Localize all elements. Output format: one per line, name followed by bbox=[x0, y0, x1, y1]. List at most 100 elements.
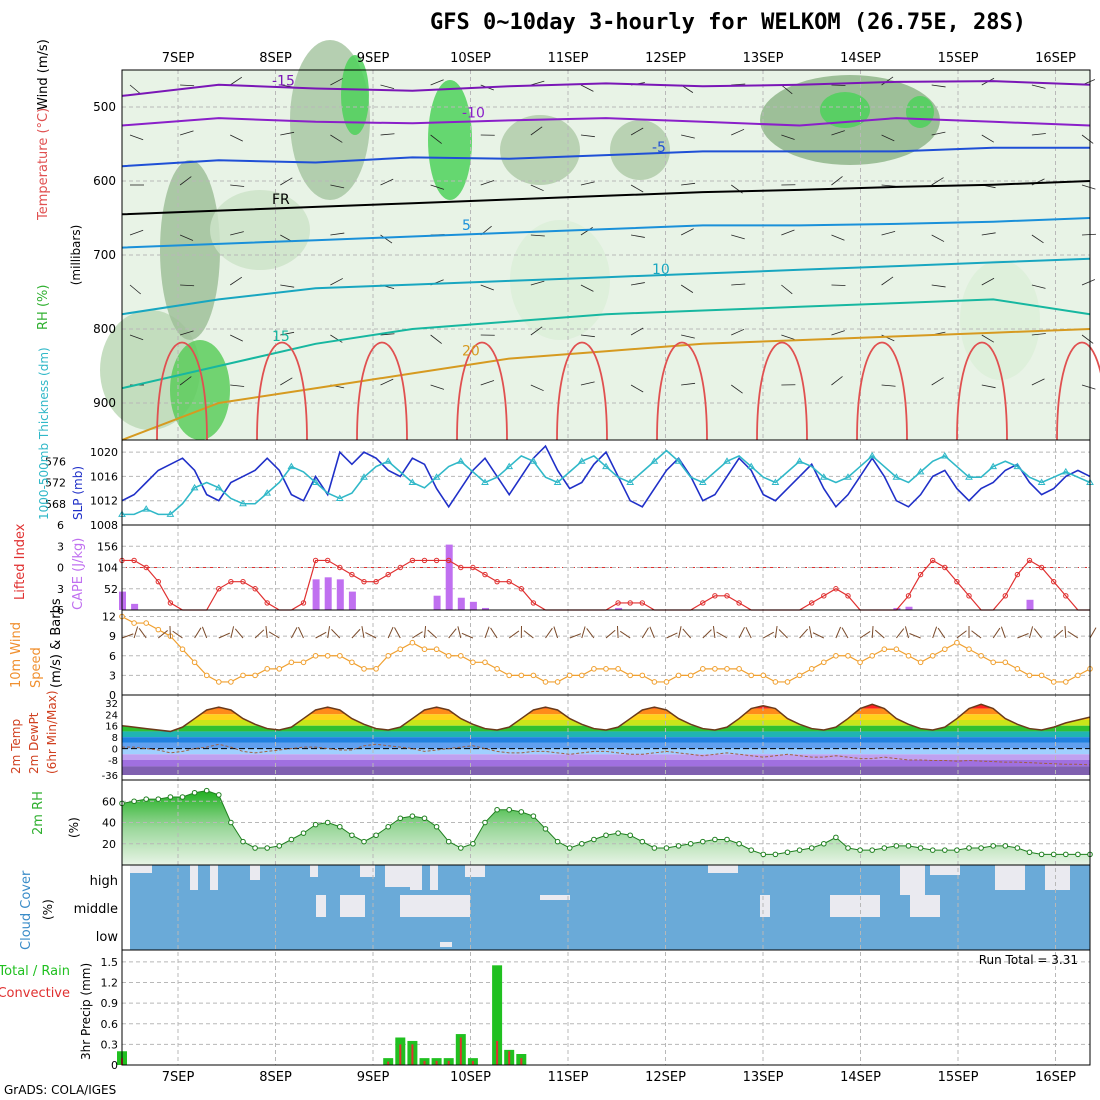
rh-marker bbox=[772, 851, 779, 858]
thickness-marker bbox=[892, 473, 901, 480]
thickness-marker bbox=[650, 457, 659, 464]
wind-speed-marker bbox=[324, 652, 331, 659]
wind-speed-marker bbox=[131, 620, 137, 626]
wind-barb bbox=[681, 382, 696, 386]
wind-speed-marker bbox=[639, 672, 646, 679]
cloud-patch bbox=[316, 895, 326, 917]
li-marker bbox=[627, 600, 633, 606]
rh-marker bbox=[494, 806, 500, 813]
rh-area bbox=[122, 790, 1090, 865]
temp-band bbox=[122, 714, 1090, 720]
tick-precip: 0 bbox=[111, 1059, 118, 1072]
cloud-sky bbox=[130, 865, 1090, 950]
panel-frames bbox=[121, 69, 1091, 1066]
date-label-top: 11SEP bbox=[548, 51, 589, 66]
wind-barb bbox=[1031, 84, 1046, 89]
wind-barb bbox=[630, 282, 645, 286]
isotherm-line bbox=[121, 328, 1091, 441]
wind-speed-marker bbox=[627, 672, 634, 679]
wind-speed-marker bbox=[869, 652, 876, 659]
wind-speed-marker bbox=[179, 646, 186, 653]
thickness-marker bbox=[529, 457, 538, 464]
tick-cloud: high bbox=[90, 874, 118, 889]
wind-speed-marker bbox=[506, 672, 513, 679]
wind-speed-marker bbox=[191, 659, 198, 666]
rh-shade bbox=[610, 120, 670, 180]
li-marker bbox=[433, 557, 440, 564]
cape-bar bbox=[433, 595, 441, 610]
li-marker bbox=[966, 593, 972, 599]
temp-band bbox=[122, 731, 1090, 738]
li-marker bbox=[700, 600, 706, 606]
li-marker bbox=[397, 564, 403, 571]
rh-marker bbox=[881, 845, 888, 851]
rh-marker bbox=[1026, 849, 1033, 856]
tick-precip: 1.5 bbox=[101, 956, 119, 969]
wind-barb bbox=[581, 626, 586, 639]
rh-marker bbox=[300, 830, 307, 836]
thickness-marker bbox=[747, 462, 756, 470]
wind-speed-marker bbox=[349, 659, 355, 666]
temp-band bbox=[122, 748, 1090, 755]
ylabel-part: RH (%) bbox=[36, 285, 51, 330]
tick-precip: 1.2 bbox=[101, 977, 119, 990]
cape-bar bbox=[348, 591, 356, 610]
thickness-marker bbox=[723, 457, 731, 464]
wind-barb bbox=[138, 627, 147, 639]
cape-bar bbox=[482, 607, 489, 610]
rh-marker bbox=[579, 840, 585, 847]
date-label-bottom: 16SEP bbox=[1035, 1070, 1076, 1085]
tick-precip: 0.6 bbox=[101, 1018, 119, 1031]
wind-speed-marker bbox=[1063, 679, 1069, 685]
wind-barb bbox=[630, 327, 644, 336]
wind-speed-marker bbox=[857, 659, 863, 666]
wind-barb bbox=[180, 84, 195, 87]
ylabel-rh-unit: (%) bbox=[67, 817, 81, 838]
wind-barb bbox=[630, 234, 645, 238]
thickness-marker bbox=[1037, 478, 1046, 485]
wind-barb bbox=[781, 229, 795, 236]
wind-barb bbox=[981, 277, 995, 286]
convective-bar bbox=[471, 1060, 474, 1065]
isotherm-line bbox=[121, 257, 1091, 316]
wind-barb bbox=[580, 227, 593, 236]
rh-marker bbox=[131, 798, 137, 805]
rh-marker bbox=[808, 845, 815, 851]
wind-barb bbox=[230, 384, 245, 387]
convective-bar bbox=[435, 1060, 438, 1065]
thickness-marker bbox=[505, 462, 514, 470]
date-label-bottom: 8SEP bbox=[259, 1070, 292, 1085]
rh-marker bbox=[833, 834, 839, 841]
wind-speed-marker bbox=[615, 666, 621, 672]
rh-marker bbox=[954, 847, 960, 853]
ylabel-wind: Speed bbox=[29, 647, 44, 688]
warm-isotherm bbox=[256, 341, 308, 441]
li-marker bbox=[845, 593, 851, 599]
rh-marker bbox=[240, 838, 246, 845]
rh-shade bbox=[428, 80, 472, 200]
wind-barb bbox=[380, 133, 395, 136]
isotherm-line bbox=[121, 80, 1091, 97]
wind-barb bbox=[580, 381, 595, 386]
wind-barb bbox=[831, 234, 845, 241]
wind-barb bbox=[327, 626, 331, 639]
thickness-marker bbox=[698, 478, 707, 485]
wind-speed-marker bbox=[203, 672, 210, 679]
wind-barb bbox=[430, 184, 445, 190]
wind-speed-marker bbox=[252, 672, 258, 679]
wind-barb bbox=[330, 184, 345, 189]
wind-speed-marker bbox=[663, 679, 670, 685]
wind-barb bbox=[649, 626, 655, 639]
tick-wind: 3 bbox=[109, 669, 116, 682]
tick-slp: 1008 bbox=[90, 519, 118, 532]
wind-speed-marker bbox=[264, 666, 271, 672]
li-marker bbox=[518, 586, 524, 592]
cloud-patch bbox=[310, 865, 318, 877]
wind-barb bbox=[179, 176, 192, 186]
wind-barb bbox=[731, 328, 745, 336]
cape-bar bbox=[445, 544, 453, 610]
wind-barb bbox=[831, 130, 845, 136]
wind-barb bbox=[133, 626, 139, 639]
li-marker bbox=[724, 593, 730, 599]
wind-barb bbox=[931, 131, 946, 136]
